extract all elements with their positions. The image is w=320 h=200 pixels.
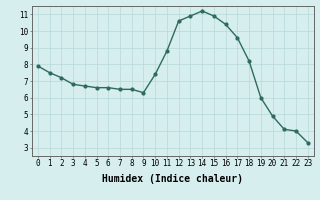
X-axis label: Humidex (Indice chaleur): Humidex (Indice chaleur) xyxy=(102,174,243,184)
